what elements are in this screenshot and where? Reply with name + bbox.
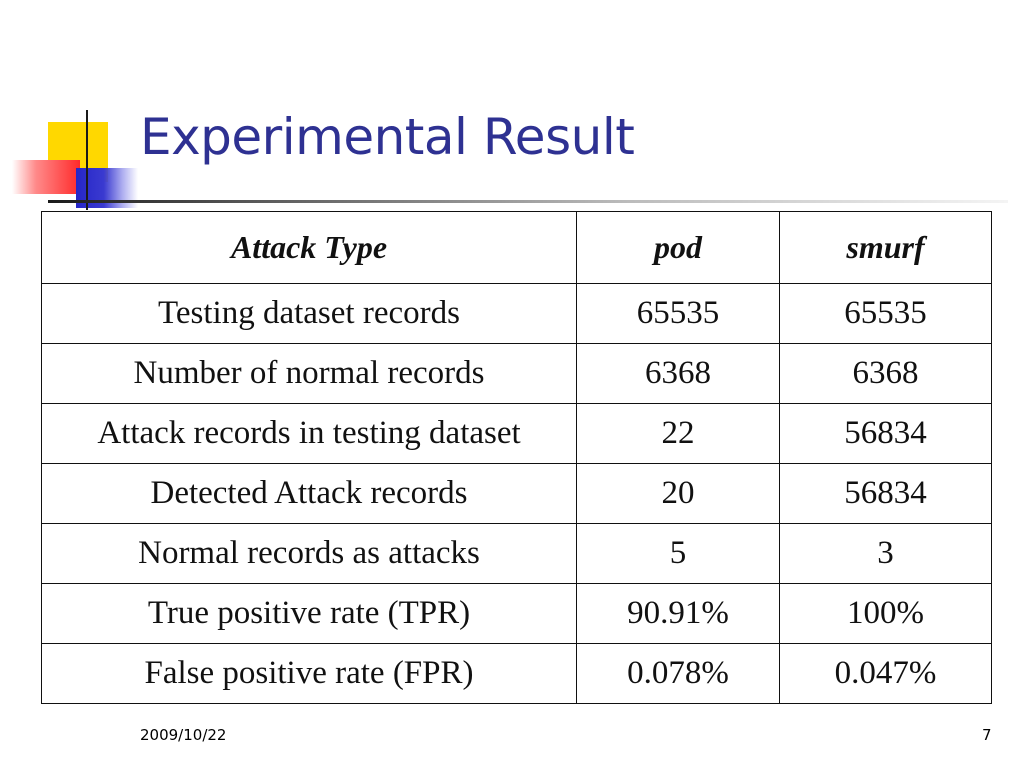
table-row: Normal records as attacks 5 3 — [41, 523, 992, 584]
row-label: Attack records in testing dataset — [41, 403, 577, 464]
pod-value: 5 — [576, 523, 780, 584]
footer-date: 2009/10/22 — [140, 726, 227, 744]
row-label: False positive rate (FPR) — [41, 643, 577, 704]
row-label: Number of normal records — [41, 343, 577, 404]
smurf-value: 65535 — [779, 283, 992, 344]
row-label: Detected Attack records — [41, 463, 577, 524]
row-label: Testing dataset records — [41, 283, 577, 344]
table-row: Attack records in testing dataset 22 568… — [41, 403, 992, 464]
decorative-vertical-line — [86, 110, 88, 210]
smurf-value: 6368 — [779, 343, 992, 404]
pod-value: 6368 — [576, 343, 780, 404]
results-table-container: Attack Type pod smurf Testing dataset re… — [41, 211, 992, 704]
row-label: True positive rate (TPR) — [41, 583, 577, 644]
smurf-value: 0.047% — [779, 643, 992, 704]
decorative-red-bar — [12, 160, 80, 194]
header-pod: pod — [576, 211, 780, 284]
smurf-value: 3 — [779, 523, 992, 584]
table-header-row: Attack Type pod smurf — [41, 211, 992, 284]
page-number: 7 — [982, 726, 992, 744]
table-row: Number of normal records 6368 6368 — [41, 343, 992, 404]
pod-value: 65535 — [576, 283, 780, 344]
results-table: Attack Type pod smurf Testing dataset re… — [41, 211, 992, 704]
row-label: Normal records as attacks — [41, 523, 577, 584]
smurf-value: 56834 — [779, 463, 992, 524]
smurf-value: 100% — [779, 583, 992, 644]
pod-value: 0.078% — [576, 643, 780, 704]
title-underline — [48, 200, 1008, 203]
table-row: Testing dataset records 65535 65535 — [41, 283, 992, 344]
table-row: True positive rate (TPR) 90.91% 100% — [41, 583, 992, 644]
table-row: False positive rate (FPR) 0.078% 0.047% — [41, 643, 992, 704]
pod-value: 20 — [576, 463, 780, 524]
pod-value: 90.91% — [576, 583, 780, 644]
header-smurf: smurf — [779, 211, 992, 284]
slide-title: Experimental Result — [140, 108, 635, 166]
header-attack-type: Attack Type — [41, 211, 577, 284]
smurf-value: 56834 — [779, 403, 992, 464]
pod-value: 22 — [576, 403, 780, 464]
table-row: Detected Attack records 20 56834 — [41, 463, 992, 524]
